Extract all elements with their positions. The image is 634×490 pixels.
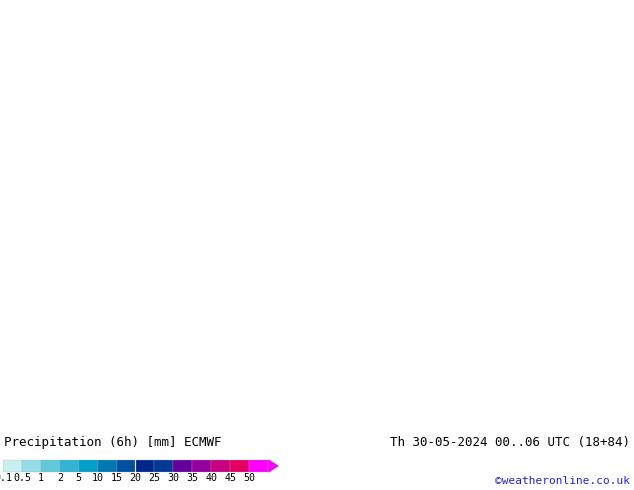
Bar [98, 460, 117, 472]
Bar [117, 460, 136, 472]
Bar [211, 460, 230, 472]
Text: 30: 30 [167, 473, 179, 483]
Bar [60, 460, 79, 472]
Bar [155, 460, 173, 472]
Bar [249, 460, 268, 472]
Text: 35: 35 [186, 473, 198, 483]
Bar [3, 460, 22, 472]
Bar [79, 460, 98, 472]
Text: 15: 15 [110, 473, 122, 483]
Text: 10: 10 [92, 473, 103, 483]
Text: Th 30-05-2024 00..06 UTC (18+84): Th 30-05-2024 00..06 UTC (18+84) [390, 436, 630, 449]
Text: 40: 40 [205, 473, 217, 483]
Bar [22, 460, 41, 472]
Text: 0.1: 0.1 [0, 473, 12, 483]
Bar [192, 460, 211, 472]
Text: 5: 5 [75, 473, 82, 483]
Bar [136, 460, 155, 472]
Bar [41, 460, 60, 472]
Text: Precipitation (6h) [mm] ECMWF: Precipitation (6h) [mm] ECMWF [4, 436, 221, 449]
Text: 45: 45 [224, 473, 236, 483]
Text: 0.5: 0.5 [13, 473, 31, 483]
Text: 25: 25 [148, 473, 160, 483]
Text: ©weatheronline.co.uk: ©weatheronline.co.uk [495, 476, 630, 486]
Text: 1: 1 [38, 473, 44, 483]
FancyArrow shape [268, 460, 279, 472]
Bar [230, 460, 249, 472]
Text: 2: 2 [57, 473, 63, 483]
Text: 50: 50 [243, 473, 255, 483]
Bar [173, 460, 192, 472]
Text: 20: 20 [129, 473, 141, 483]
